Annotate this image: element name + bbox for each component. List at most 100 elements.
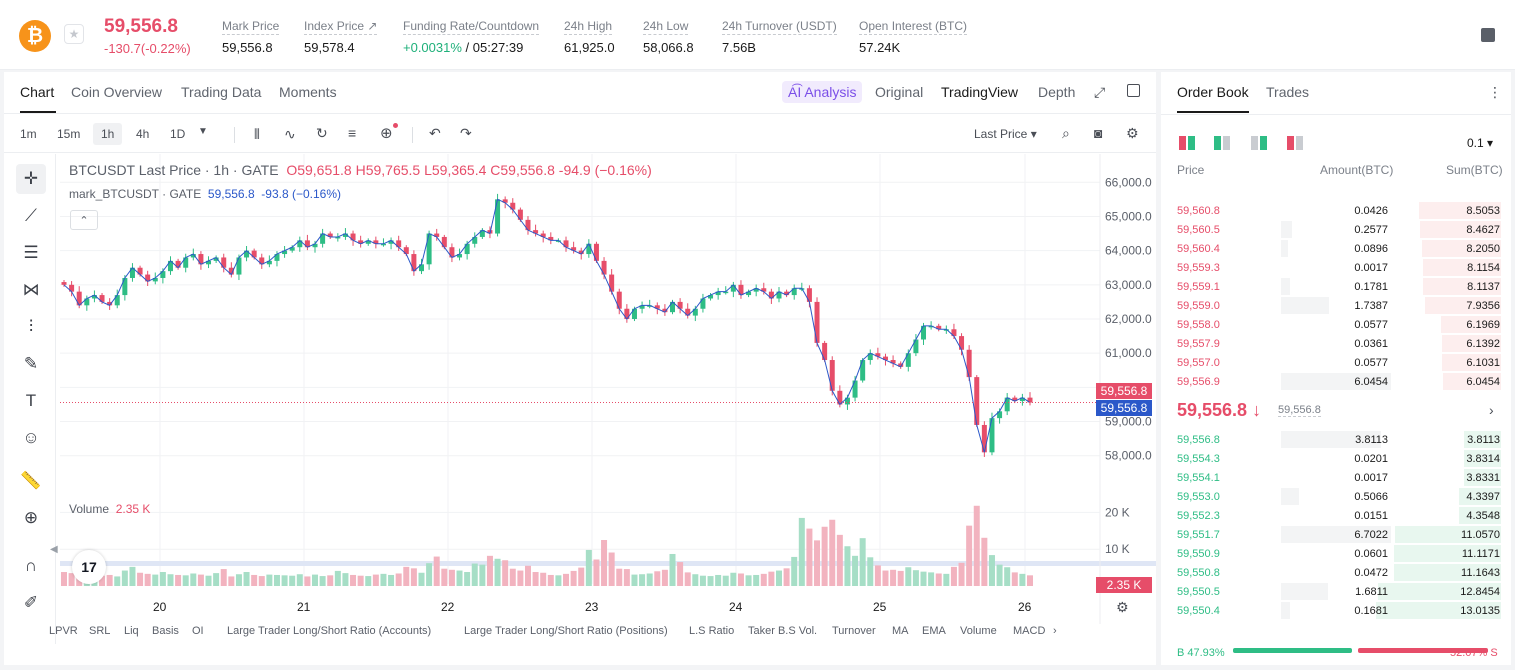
indicator-liq[interactable]: Liq <box>124 625 139 637</box>
indicator-srl[interactable]: SRL <box>89 625 111 637</box>
legend-collapse-button[interactable]: ⌃ <box>70 210 98 230</box>
indicator-l-s-ratio[interactable]: L.S Ratio <box>689 625 735 637</box>
layout-sells-icon[interactable] <box>1251 136 1267 150</box>
crosshair-icon[interactable]: ✛ <box>16 164 46 194</box>
candle-type-icon[interactable]: ⫴ <box>254 126 260 142</box>
settings-gear-icon[interactable]: ⚙ <box>1126 125 1139 141</box>
emoji-icon[interactable]: ☺ <box>22 428 40 447</box>
view-tradingview[interactable]: TradingView <box>941 84 1019 100</box>
sum-cell: 6.1392 <box>1466 338 1500 350</box>
layout-both-icon[interactable] <box>1179 136 1195 150</box>
asks-row[interactable]: 59,558.0 0.0577 6.1969 <box>1161 315 1511 334</box>
stat-index-price[interactable]: Index Price ↗ 59,578.4 <box>304 19 378 55</box>
indicators-icon[interactable]: ∿ <box>284 126 296 142</box>
indicator-oi[interactable]: OI <box>192 625 204 637</box>
bids-row[interactable]: 59,552.3 0.0151 4.3548 <box>1161 506 1511 525</box>
bids-row[interactable]: 59,553.0 0.5066 4.3397 <box>1161 487 1511 506</box>
timeframe-1h[interactable]: 1h <box>93 123 123 145</box>
timeframe-15m[interactable]: 15m <box>57 127 81 141</box>
camera-icon[interactable]: ◙ <box>1094 125 1103 141</box>
replay-icon[interactable]: ↻ <box>316 125 328 141</box>
asks-row[interactable]: 59,559.1 0.1781 8.1137 <box>1161 277 1511 296</box>
indicator-lpvr[interactable]: LPVR <box>49 625 78 637</box>
layout-bids-icon[interactable] <box>1214 136 1230 150</box>
price-type-select[interactable]: Last Price ▾ <box>974 127 1037 141</box>
bids-row[interactable]: 59,550.5 1.6811 12.8454 <box>1161 582 1511 601</box>
drawing-toolbar: ✛ ⟋ ☰ ⋈ ⫶ ✎ T ☺ 📏 ⊕ ∩ ✐ <box>4 154 56 644</box>
timeframe-1d[interactable]: 1D <box>170 127 186 141</box>
bids-row[interactable]: 59,554.1 0.0017 3.8331 <box>1161 468 1511 487</box>
text-tool-icon[interactable]: T <box>25 391 37 410</box>
bids-row[interactable]: 59,550.4 0.1681 13.0135 <box>1161 601 1511 620</box>
tab-coin-overview[interactable]: Coin Overview <box>71 84 163 100</box>
volume-bar <box>699 575 706 586</box>
parallel-channel-icon[interactable]: ☰ <box>23 243 39 262</box>
asks-row[interactable]: 59,559.3 0.0017 8.1154 <box>1161 258 1511 277</box>
timeframe-1m[interactable]: 1m <box>20 127 37 141</box>
asks-row[interactable]: 59,560.4 0.0896 8.2050 <box>1161 239 1511 258</box>
sum-depth-bar <box>1442 335 1501 352</box>
timeframe-dropdown-icon[interactable]: ▼ <box>198 126 208 137</box>
asks-row[interactable]: 59,560.5 0.2577 8.4627 <box>1161 220 1511 239</box>
search-icon[interactable]: ⌕ <box>1062 125 1070 141</box>
pattern-icon[interactable]: ⋈ <box>22 280 40 299</box>
indicator-ma[interactable]: MA <box>892 625 909 637</box>
layout-asks-icon[interactable] <box>1287 136 1303 150</box>
indicator-large-trader-long-short-ratio-accounts-[interactable]: Large Trader Long/Short Ratio (Accounts) <box>227 625 432 637</box>
fib-icon[interactable]: ⫶ <box>28 317 34 336</box>
indicator-turnover[interactable]: Turnover <box>832 625 876 637</box>
asks-row[interactable]: 59,557.0 0.0577 6.1031 <box>1161 353 1511 372</box>
undo-icon[interactable]: ↶ <box>429 125 441 141</box>
window-icon[interactable] <box>1127 84 1140 97</box>
add-indicator-icon[interactable]: ⊕ <box>380 123 398 142</box>
tab-trades[interactable]: Trades <box>1266 84 1310 100</box>
indicator-basis[interactable]: Basis <box>152 625 179 637</box>
indicator-ema[interactable]: EMA <box>922 625 946 637</box>
asks-row[interactable]: 59,559.0 1.7387 7.9356 <box>1161 296 1511 315</box>
bids-row[interactable]: 59,550.8 0.0472 11.1643 <box>1161 563 1511 582</box>
bids-row[interactable]: 59,551.7 6.7022 11.0570 <box>1161 525 1511 544</box>
redo-icon[interactable]: ↷ <box>460 125 472 141</box>
bids-row[interactable]: 59,554.3 0.0201 3.8314 <box>1161 449 1511 468</box>
precision-select[interactable]: 0.1 ▾ <box>1467 136 1494 150</box>
indicator-scroll-right-icon[interactable]: › <box>1049 625 1057 637</box>
tab-moments[interactable]: Moments <box>279 84 337 100</box>
amount-depth-bar <box>1281 297 1329 314</box>
indicator-volume[interactable]: Volume <box>960 625 997 637</box>
trendline-icon[interactable]: ⟋ <box>25 206 37 225</box>
view-depth[interactable]: Depth <box>1038 84 1076 100</box>
asks-row[interactable]: 59,557.9 0.0361 6.1392 <box>1161 334 1511 353</box>
indicator-large-trader-long-short-ratio-positions-[interactable]: Large Trader Long/Short Ratio (Positions… <box>464 625 668 637</box>
candle <box>228 267 234 275</box>
lock-drawing-icon[interactable]: ✐ <box>23 593 39 612</box>
asks-row[interactable]: 59,556.9 6.0454 6.0454 <box>1161 372 1511 391</box>
tab-trading-data[interactable]: Trading Data <box>181 84 262 100</box>
guide-book-icon[interactable] <box>1481 28 1495 42</box>
zoom-in-icon[interactable]: ⊕ <box>23 508 39 527</box>
tradingview-logo[interactable]: 17 <box>72 550 106 584</box>
candle <box>282 250 288 255</box>
ruler-icon[interactable]: 📏 <box>20 471 42 490</box>
tab-order-book[interactable]: Order Book <box>1177 84 1249 100</box>
expand-icon[interactable]: ⤢ <box>1094 84 1106 100</box>
indicator-taker-b-s-vol-[interactable]: Taker B.S Vol. <box>748 625 818 637</box>
chart-settings-icon[interactable]: ⚙ <box>1116 599 1129 615</box>
template-icon[interactable]: ≡ <box>348 125 357 141</box>
chevron-right-icon[interactable]: › <box>1489 402 1494 418</box>
more-options-icon[interactable]: ⋮ <box>1488 84 1502 100</box>
collapse-toolbar-icon[interactable]: ◀ <box>50 544 58 555</box>
asks-row[interactable]: 59,560.8 0.0426 8.5053 <box>1161 201 1511 220</box>
ai-analysis-button[interactable]: A͡I Analysis <box>782 81 863 103</box>
view-original[interactable]: Original <box>875 84 924 100</box>
indicator-macd[interactable]: MACD <box>1013 625 1046 637</box>
price-chart[interactable]: 66,000.0 65,000.0 64,000.0 63,000.0 62,000.0… <box>60 154 1156 624</box>
bids-row[interactable]: 59,550.9 0.0601 11.1171 <box>1161 544 1511 563</box>
amount-depth-bar <box>1281 240 1288 257</box>
favorite-star-icon[interactable]: ★ <box>64 24 84 44</box>
brush-icon[interactable]: ✎ <box>23 354 39 373</box>
sum-cell: 3.8113 <box>1467 434 1500 446</box>
magnet-icon[interactable]: ∩ <box>24 556 38 575</box>
bids-row[interactable]: 59,556.8 3.8113 3.8113 <box>1161 430 1511 449</box>
timeframe-4h[interactable]: 4h <box>136 127 150 141</box>
tab-chart[interactable]: Chart <box>20 84 55 100</box>
